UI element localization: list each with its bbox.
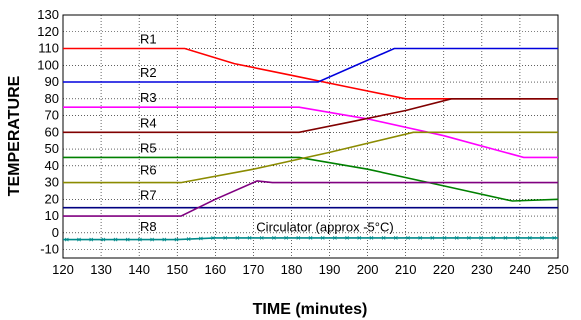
circulator-marker bbox=[454, 236, 459, 240]
circulator-marker bbox=[174, 237, 179, 242]
circulator-marker bbox=[223, 236, 228, 240]
circulator-marker bbox=[125, 237, 130, 242]
circulator-marker bbox=[235, 236, 240, 240]
y-tick-label: 80 bbox=[45, 91, 59, 106]
series-line-r8 bbox=[63, 180, 558, 217]
x-tick-label: 210 bbox=[395, 262, 417, 277]
series-label-r4: R4 bbox=[140, 115, 157, 130]
x-tick-label: 160 bbox=[204, 262, 226, 277]
y-tick-label: 40 bbox=[45, 158, 59, 173]
circulator-marker bbox=[540, 236, 544, 240]
x-tick-label: 190 bbox=[319, 262, 341, 277]
circulator-marker bbox=[186, 237, 191, 241]
x-tick-label: 150 bbox=[166, 262, 188, 277]
circulator-marker bbox=[442, 236, 447, 240]
y-tick-label: 120 bbox=[37, 24, 59, 39]
x-tick-label: 130 bbox=[90, 262, 112, 277]
y-tick-label: 10 bbox=[45, 208, 59, 223]
circulator-marker bbox=[247, 236, 252, 240]
circulator-marker bbox=[150, 237, 154, 242]
y-tick-label: 130 bbox=[37, 7, 59, 22]
circulator-marker bbox=[393, 236, 398, 240]
circulator-marker bbox=[259, 236, 264, 240]
circulator-marker bbox=[430, 236, 435, 240]
x-tick-labels: 120 130 140 150 160 170 180 190 200 210 220 230 240 2… bbox=[52, 262, 569, 277]
series-label-r2: R2 bbox=[140, 65, 157, 80]
y-axis-title: TEMPERATURE bbox=[6, 75, 23, 196]
series-line-r5 bbox=[63, 156, 559, 202]
series-line-r4 bbox=[63, 98, 558, 134]
x-tick-label: 140 bbox=[128, 262, 150, 277]
series-label-circulator-approx-5-c: Circulator (approx -5°C) bbox=[256, 220, 393, 235]
x-tick-label: 220 bbox=[433, 262, 455, 277]
circulator-marker bbox=[332, 236, 337, 240]
circulator-marker bbox=[162, 237, 167, 242]
circulator-marker bbox=[320, 236, 325, 240]
series-line-r2 bbox=[63, 47, 558, 83]
circulator-marker bbox=[101, 237, 106, 242]
series-labels: R1 R2 R3 R4 R5 R6 R7 R8 Circulator (approx -5°C) bbox=[140, 32, 394, 235]
y-tick-label: 90 bbox=[45, 74, 59, 89]
circulator-marker bbox=[467, 236, 471, 240]
circulator-marker bbox=[272, 236, 276, 240]
circulator-marker bbox=[89, 237, 94, 242]
circulator-marker bbox=[479, 236, 483, 240]
y-tick-label: 30 bbox=[45, 175, 59, 190]
x-axis-title: TIME (minutes) bbox=[253, 301, 368, 318]
x-tick-label: 180 bbox=[281, 262, 303, 277]
circulator-marker bbox=[515, 236, 520, 240]
series-label-r8: R8 bbox=[140, 219, 157, 234]
x-tick-label: 250 bbox=[547, 262, 569, 277]
y-tick-label: 70 bbox=[45, 108, 59, 123]
x-tick-label: 240 bbox=[509, 262, 531, 277]
series-label-r7: R7 bbox=[140, 188, 157, 203]
circulator-marker bbox=[138, 237, 142, 242]
circulator-marker bbox=[113, 237, 118, 242]
series-label-r6: R6 bbox=[140, 163, 157, 178]
x-tick-label: 230 bbox=[471, 262, 493, 277]
y-tick-label: 110 bbox=[38, 41, 59, 56]
y-tick-label: 50 bbox=[45, 141, 59, 156]
circulator-marker bbox=[527, 236, 532, 240]
circulator-marker bbox=[381, 236, 386, 240]
circulator-marker bbox=[406, 236, 410, 240]
circulator-marker bbox=[296, 236, 301, 240]
circulator-marker bbox=[552, 236, 557, 240]
series-label-r3: R3 bbox=[140, 90, 157, 105]
circulator-marker bbox=[211, 236, 215, 240]
series-lines bbox=[63, 47, 559, 242]
circulator-marker bbox=[369, 236, 374, 240]
x-tick-label: 170 bbox=[243, 262, 265, 277]
circulator-marker bbox=[503, 236, 508, 240]
circulator-marker bbox=[308, 236, 313, 240]
x-tick-label: 200 bbox=[357, 262, 379, 277]
circulator-marker bbox=[64, 237, 69, 242]
y-tick-label: 100 bbox=[37, 57, 59, 72]
circulator-marker bbox=[357, 236, 362, 240]
series-label-r5: R5 bbox=[140, 140, 157, 155]
circulator-marker bbox=[77, 237, 81, 242]
y-tick-label: 60 bbox=[45, 124, 59, 139]
circulator-marker bbox=[198, 236, 203, 241]
y-tick-label: 0 bbox=[52, 225, 59, 240]
series-label-r1: R1 bbox=[140, 32, 157, 47]
circulator-marker bbox=[491, 236, 496, 240]
circulator-marker bbox=[345, 236, 349, 240]
series-line-r6 bbox=[63, 131, 558, 184]
series-line-r3 bbox=[63, 106, 558, 159]
y-tick-label: -10 bbox=[40, 242, 59, 257]
x-tick-label: 120 bbox=[52, 262, 74, 277]
circulator-marker bbox=[418, 236, 423, 240]
circulator-marker bbox=[284, 236, 289, 240]
series-line-circulator-approx-5-c bbox=[63, 237, 558, 241]
plot-area bbox=[62, 14, 559, 259]
series-line-r1 bbox=[63, 47, 558, 100]
y-tick-label: 20 bbox=[45, 191, 59, 206]
